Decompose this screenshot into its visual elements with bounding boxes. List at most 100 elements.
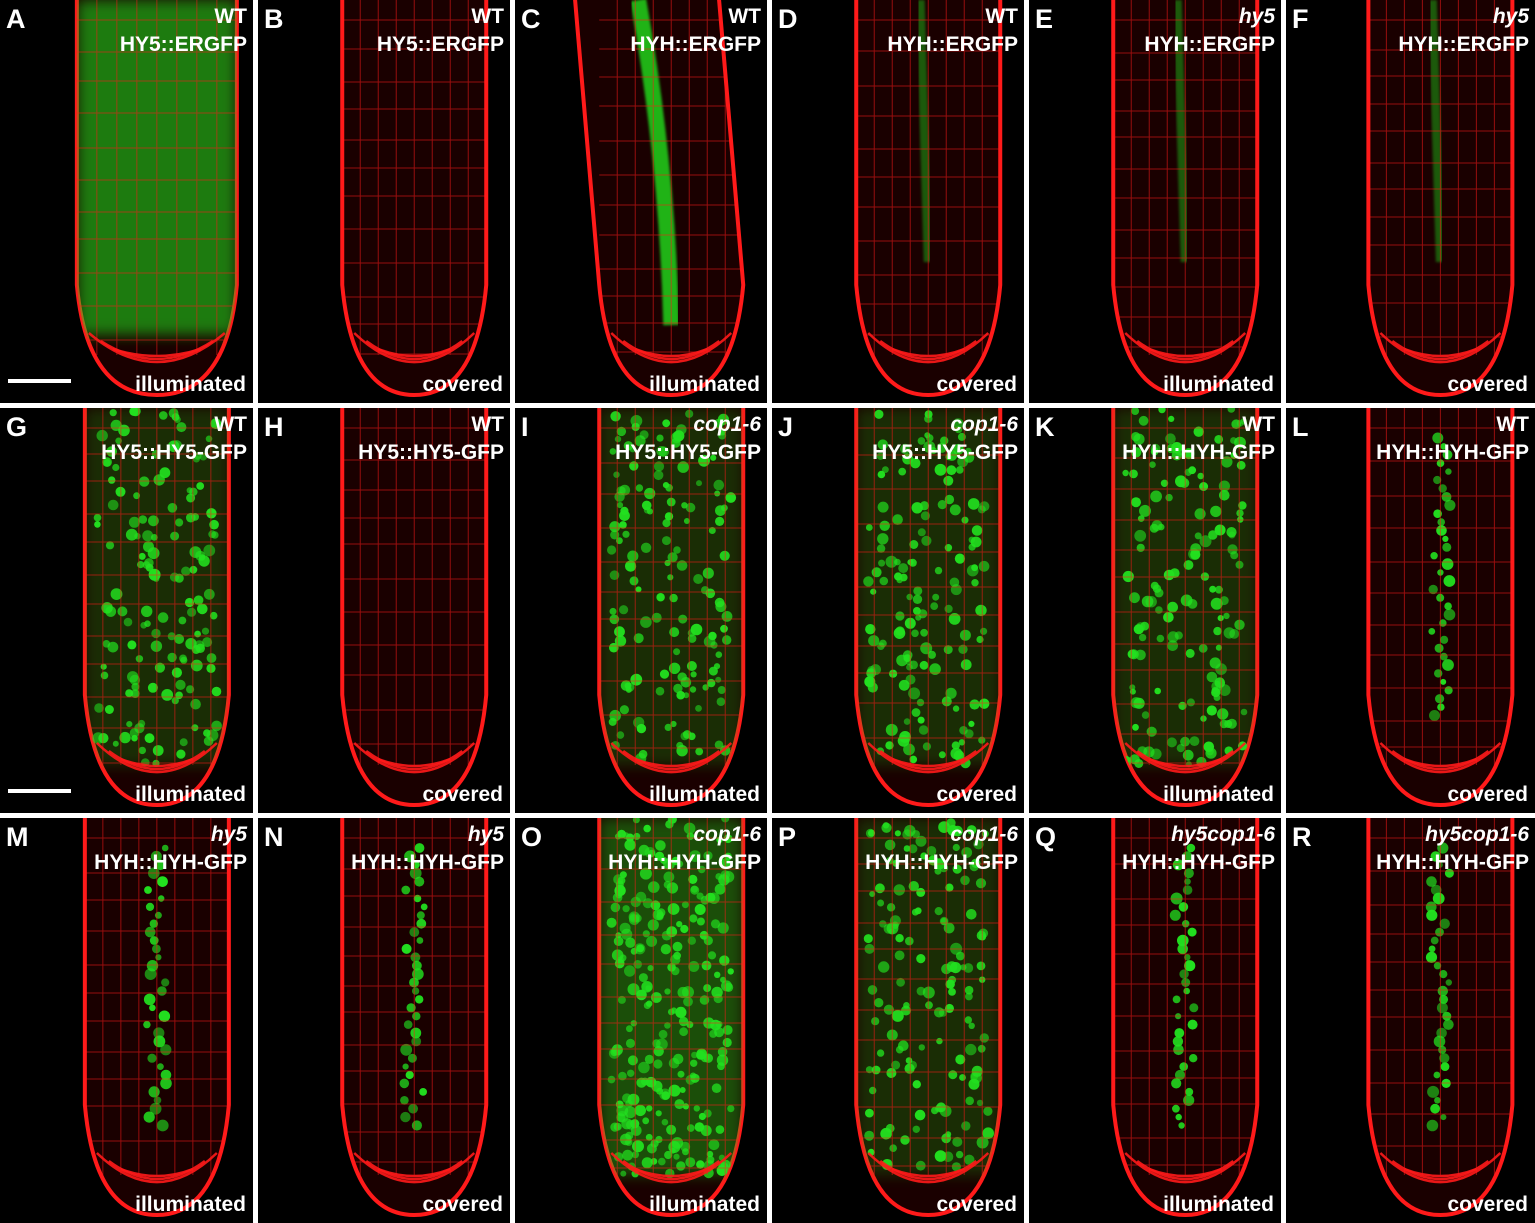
root-micrograph — [854, 818, 1003, 1218]
construct-label: HYH::HYH-GFP — [1376, 851, 1529, 874]
condition-label: covered — [936, 783, 1017, 806]
panel-a: A WT HY5::ERGFP illuminated — [0, 0, 253, 403]
panel-letter: Q — [1035, 822, 1057, 852]
genotype-label: WT — [471, 413, 504, 436]
condition-label: illuminated — [649, 373, 760, 396]
condition-label: covered — [422, 373, 503, 396]
genotype-label: cop1-6 — [950, 823, 1018, 846]
construct-label: HY5::HY5-GFP — [101, 441, 247, 464]
construct-label: HY5::HY5-GFP — [358, 441, 504, 464]
construct-label: HYH::HYH-GFP — [94, 851, 247, 874]
panel-letter: R — [1292, 822, 1312, 852]
construct-label: HYH::HYH-GFP — [1122, 851, 1275, 874]
panel-letter: H — [264, 412, 284, 442]
panel-letter: L — [1292, 412, 1309, 442]
construct-label: HYH::ERGFP — [1398, 33, 1529, 56]
root-micrograph — [340, 818, 489, 1218]
condition-label: covered — [936, 1193, 1017, 1216]
genotype-label: cop1-6 — [693, 413, 761, 436]
construct-label: HYH::HYH-GFP — [865, 851, 1018, 874]
root-micrograph — [1111, 0, 1260, 398]
construct-label: HY5::HY5-GFP — [615, 441, 761, 464]
genotype-label: hy5 — [1492, 5, 1529, 28]
root-micrograph — [854, 408, 1003, 808]
root-micrograph — [74, 0, 239, 398]
panel-letter: M — [6, 822, 29, 852]
condition-label: illuminated — [1163, 1193, 1274, 1216]
panel-letter: A — [6, 4, 26, 34]
panel-letter: B — [264, 4, 284, 34]
panel-letter: J — [778, 412, 794, 442]
condition-label: illuminated — [649, 1193, 760, 1216]
genotype-label: WT — [985, 5, 1018, 28]
panel-letter: F — [1292, 4, 1309, 34]
construct-label: HY5::ERGFP — [119, 33, 247, 56]
condition-label: covered — [936, 373, 1017, 396]
genotype-label: WT — [214, 5, 247, 28]
panel-letter: D — [778, 4, 798, 34]
root-micrograph — [1111, 818, 1260, 1218]
root-micrograph — [82, 818, 231, 1218]
condition-label: illuminated — [1163, 783, 1274, 806]
genotype-label: hy5 — [1238, 5, 1275, 28]
genotype-label: hy5 — [467, 823, 504, 846]
condition-label: covered — [422, 783, 503, 806]
construct-label: HY5::ERGFP — [376, 33, 504, 56]
condition-label: covered — [1447, 1193, 1528, 1216]
panel-letter: E — [1035, 4, 1054, 34]
genotype-label: WT — [1496, 413, 1529, 436]
panel-g: G WT HY5::HY5-GFP illuminated — [0, 408, 253, 813]
root-micrograph — [1366, 408, 1515, 808]
construct-label: HYH::ERGFP — [887, 33, 1018, 56]
panel-letter: P — [778, 822, 797, 852]
construct-label: HYH::HYH-GFP — [1122, 441, 1275, 464]
scale-bar — [8, 789, 71, 793]
panel-letter: C — [521, 4, 541, 34]
root-micrograph — [573, 0, 746, 398]
genotype-label: hy5 — [210, 823, 247, 846]
root-micrograph — [82, 408, 231, 808]
genotype-label: WT — [471, 5, 504, 28]
panel-letter: K — [1035, 412, 1055, 442]
construct-label: HYH::ERGFP — [1144, 33, 1275, 56]
genotype-label: cop1-6 — [693, 823, 761, 846]
root-micrograph — [1111, 408, 1260, 808]
scale-bar — [8, 379, 71, 383]
panel-letter: I — [521, 412, 529, 442]
condition-label: illuminated — [1163, 373, 1274, 396]
root-micrograph — [1366, 818, 1515, 1218]
root-micrograph — [854, 0, 1003, 398]
genotype-label: WT — [728, 5, 761, 28]
panel-letter: G — [6, 412, 28, 442]
construct-label: HYH::HYH-GFP — [608, 851, 761, 874]
genotype-label: WT — [1242, 413, 1275, 436]
condition-label: covered — [422, 1193, 503, 1216]
genotype-label: cop1-6 — [950, 413, 1018, 436]
construct-label: HY5::HY5-GFP — [872, 441, 1018, 464]
construct-label: HYH::ERGFP — [630, 33, 761, 56]
condition-label: illuminated — [135, 1193, 246, 1216]
panel-letter: N — [264, 822, 284, 852]
root-micrograph — [597, 408, 746, 808]
construct-label: HYH::HYH-GFP — [351, 851, 504, 874]
condition-label: covered — [1447, 373, 1528, 396]
root-micrograph — [597, 818, 746, 1218]
condition-label: covered — [1447, 783, 1528, 806]
root-micrograph — [340, 0, 489, 398]
